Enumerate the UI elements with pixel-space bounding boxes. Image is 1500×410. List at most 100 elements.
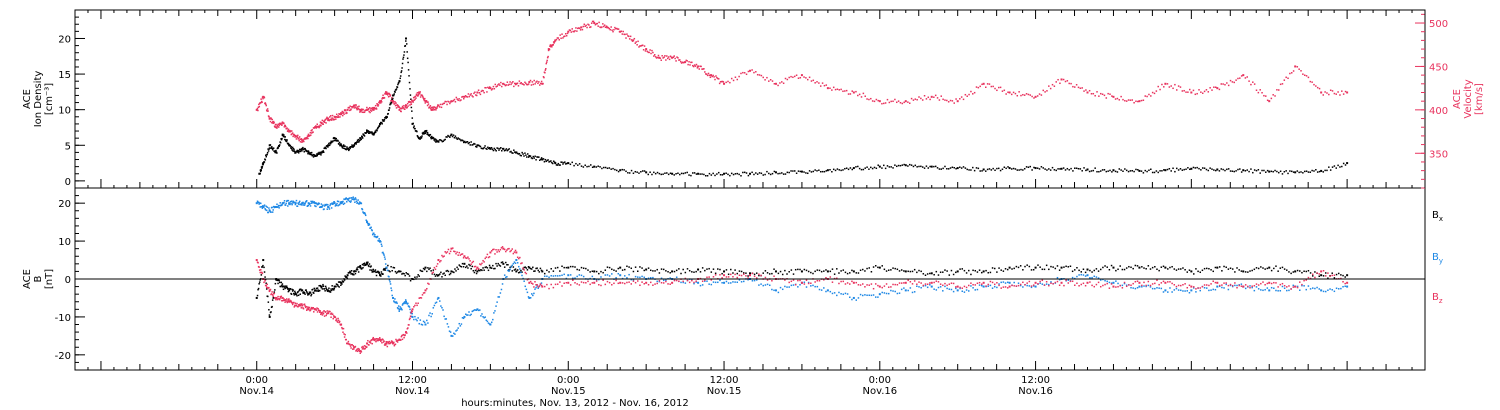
data-point	[330, 289, 333, 292]
data-point	[1089, 281, 1091, 283]
data-point	[701, 173, 703, 175]
data-point	[374, 107, 376, 110]
data-point	[434, 140, 436, 142]
data-point	[1303, 285, 1305, 287]
data-point	[1333, 165, 1336, 167]
data-point	[840, 169, 842, 172]
data-point	[337, 319, 340, 322]
data-point	[992, 85, 994, 88]
data-point	[1034, 285, 1037, 288]
data-point	[803, 76, 805, 78]
data-point	[503, 248, 506, 251]
data-point	[257, 201, 260, 204]
data-point	[328, 119, 331, 122]
data-point	[736, 281, 739, 284]
data-point	[333, 202, 336, 205]
data-point	[491, 148, 494, 151]
data-point	[515, 151, 518, 154]
data-point	[433, 139, 435, 141]
data-point	[322, 151, 324, 153]
data-point	[982, 281, 985, 284]
data-point	[743, 72, 746, 74]
data-point	[988, 83, 991, 85]
data-point	[1320, 169, 1323, 172]
data-point	[1335, 167, 1337, 169]
data-point	[306, 292, 309, 294]
data-point	[271, 121, 273, 124]
data-point	[611, 29, 613, 31]
data-point	[749, 274, 751, 277]
data-point	[292, 200, 294, 203]
data-point	[833, 292, 836, 294]
data-point	[467, 267, 469, 269]
data-point	[285, 300, 287, 302]
data-point	[268, 207, 270, 209]
data-point	[374, 270, 376, 273]
data-point	[1257, 288, 1260, 290]
data-point	[758, 284, 760, 286]
data-point	[717, 78, 720, 80]
data-point	[579, 29, 582, 31]
data-point	[1292, 171, 1295, 173]
data-point	[1192, 166, 1195, 169]
data-point	[852, 270, 855, 273]
data-point	[1048, 268, 1050, 271]
data-point	[877, 164, 879, 166]
data-point	[543, 160, 546, 163]
data-point	[1048, 284, 1050, 287]
data-point	[1344, 164, 1347, 166]
data-point	[266, 206, 269, 208]
data-point	[556, 266, 559, 269]
data-point	[976, 288, 979, 291]
data-point	[295, 293, 298, 295]
data-point	[727, 173, 729, 176]
data-point	[820, 270, 823, 273]
data-point	[299, 304, 301, 307]
data-point	[364, 345, 367, 348]
data-point	[652, 284, 654, 286]
data-point	[556, 275, 559, 277]
data-point	[308, 306, 311, 309]
data-point	[382, 251, 384, 254]
data-point	[268, 286, 270, 289]
data-point	[398, 108, 401, 111]
data-point	[1043, 284, 1046, 286]
data-point	[447, 248, 450, 251]
data-point	[290, 130, 292, 132]
data-point	[649, 171, 651, 173]
data-point	[499, 292, 502, 294]
data-point	[734, 76, 737, 78]
data-point	[539, 84, 541, 86]
data-point	[501, 85, 503, 88]
data-point	[331, 114, 334, 117]
data-point	[260, 169, 262, 172]
data-point	[420, 136, 423, 139]
data-point	[489, 323, 492, 326]
data-point	[710, 279, 713, 281]
data-point	[1231, 268, 1234, 270]
data-point	[681, 61, 684, 64]
data-point	[634, 281, 637, 284]
data-point	[609, 28, 611, 31]
data-point	[1044, 168, 1046, 170]
data-point	[1283, 170, 1286, 173]
data-point	[864, 286, 866, 288]
data-point	[339, 144, 341, 147]
b-axis-label: ACE B [nT]	[22, 269, 55, 289]
data-point	[1144, 169, 1146, 172]
data-point	[606, 274, 609, 276]
data-point	[1290, 170, 1293, 173]
data-point	[355, 270, 357, 273]
data-point	[359, 108, 362, 111]
data-point	[538, 81, 540, 83]
data-point	[690, 61, 692, 64]
data-point	[913, 291, 916, 293]
data-point	[322, 283, 324, 286]
data-point	[1011, 268, 1013, 270]
data-point	[849, 283, 851, 285]
data-point	[1097, 281, 1100, 284]
data-point	[606, 266, 609, 268]
data-point	[1106, 282, 1108, 285]
data-point	[287, 128, 290, 131]
data-point	[526, 156, 528, 158]
